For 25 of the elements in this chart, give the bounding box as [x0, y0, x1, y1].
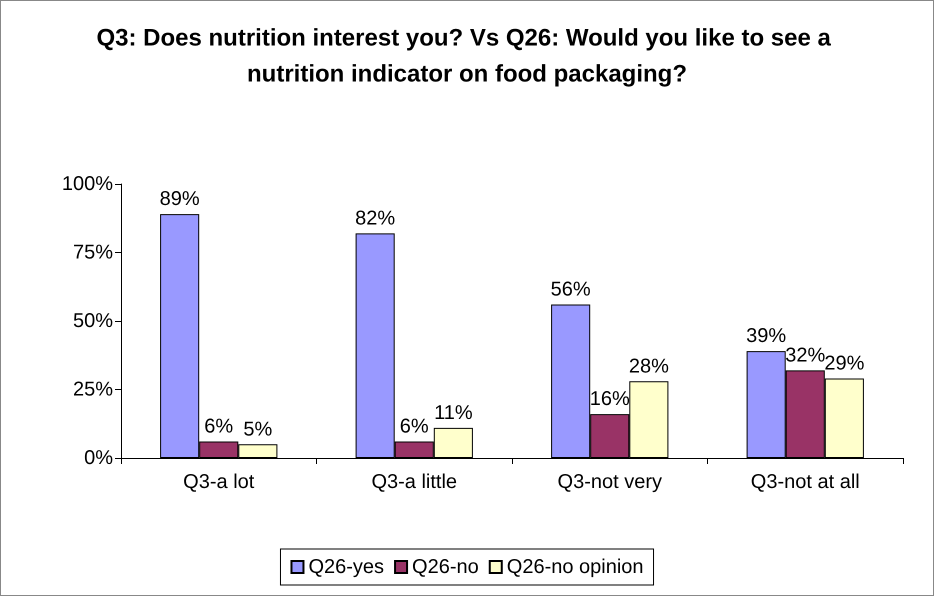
- x-tick-label: Q3-not very: [558, 471, 662, 493]
- data-label: 5%: [243, 418, 273, 440]
- legend-label: Q26-yes: [308, 556, 384, 578]
- y-tick-label: 100%: [62, 173, 114, 195]
- x-tick-label: Q3-not at all: [750, 471, 860, 493]
- data-label: 28%: [628, 355, 670, 378]
- legend-label: Q26-no: [412, 556, 479, 578]
- y-tick-label: 0%: [84, 447, 114, 469]
- data-label: 32%: [785, 344, 826, 366]
- x-tick-label: Q3-a little: [371, 471, 458, 493]
- data-label: 82%: [355, 207, 396, 230]
- data-label: 56%: [550, 278, 591, 301]
- data-label: 16%: [590, 388, 630, 410]
- data-label: 11%: [434, 402, 473, 424]
- y-tick-label: 75%: [72, 242, 114, 264]
- chart-title: Q3: Does nutrition interest you? Vs Q26: Would you like to see a nutrition indicator on food packaging?: [96, 24, 838, 88]
- y-tick-label: 25%: [72, 378, 114, 400]
- data-label: 6%: [400, 416, 429, 438]
- data-label: 6%: [204, 416, 234, 438]
- legend-label: Q26-no opinion: [506, 556, 644, 578]
- data-label: 39%: [746, 325, 786, 348]
- data-label: 29%: [824, 352, 865, 375]
- data-label: 89%: [160, 188, 200, 210]
- y-tick-label: 50%: [72, 310, 114, 332]
- x-tick-label: Q3-a lot: [183, 471, 255, 493]
